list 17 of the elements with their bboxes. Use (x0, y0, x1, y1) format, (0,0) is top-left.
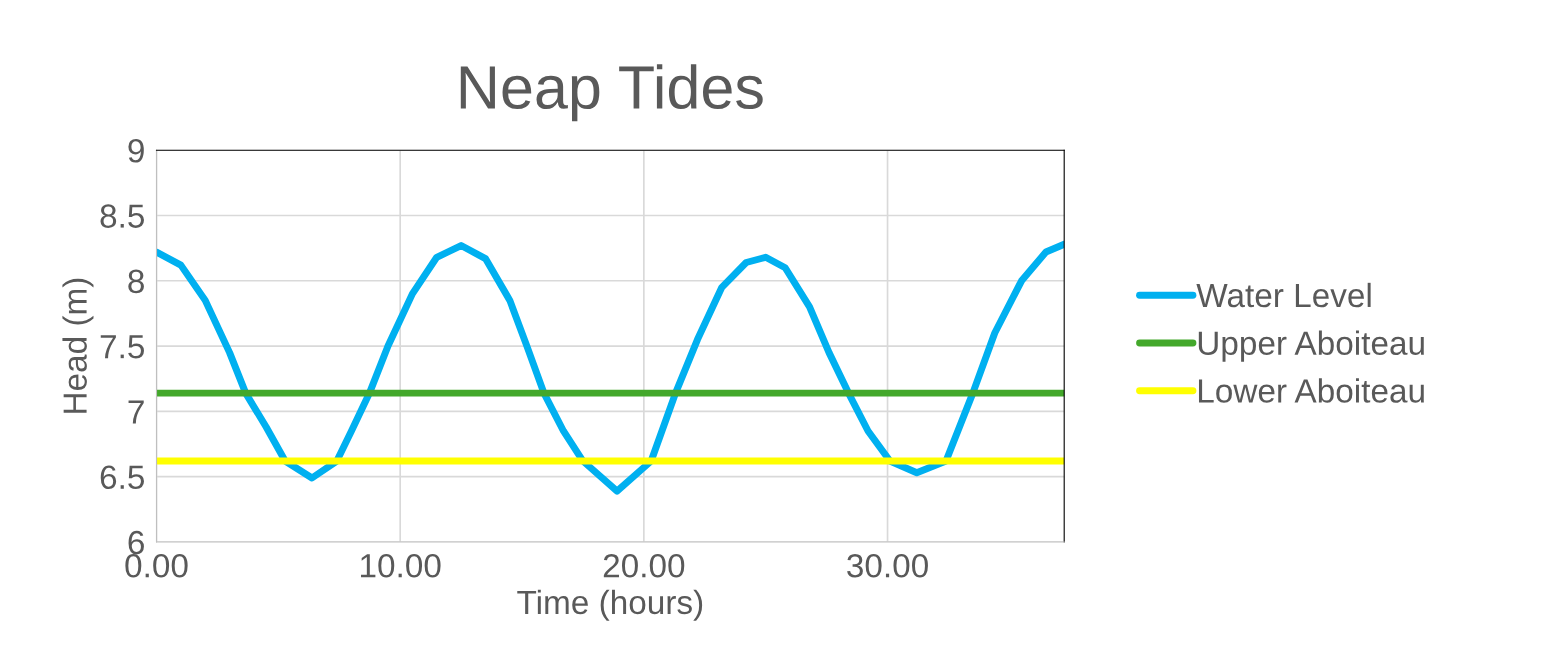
y-tick-label: 9 (128, 138, 144, 163)
y-tick-label: 8 (128, 269, 144, 294)
x-tick-label: 0.00 (125, 553, 188, 578)
y-tick-label: 7 (128, 400, 144, 424)
y-tick-label: 6 (128, 530, 144, 555)
y-axis-title: Head (m) (62, 278, 94, 413)
x-tick-label: 20.00 (603, 553, 685, 578)
legend-label: Upper Aboiteau (1198, 330, 1424, 362)
x-tick-label: 30.00 (847, 553, 928, 578)
legend-label: Water Level (1196, 282, 1371, 308)
x-axis-title: Time (hours) (517, 589, 703, 621)
legend-label: Lower Aboiteau (1198, 378, 1424, 403)
y-tick-label: 6.5 (100, 465, 144, 490)
chart-title: Neap Tides (460, 64, 763, 122)
y-tick-label: 7.5 (100, 335, 144, 359)
y-tick-label: 8.5 (100, 204, 144, 228)
x-tick-label: 10.00 (361, 553, 441, 578)
